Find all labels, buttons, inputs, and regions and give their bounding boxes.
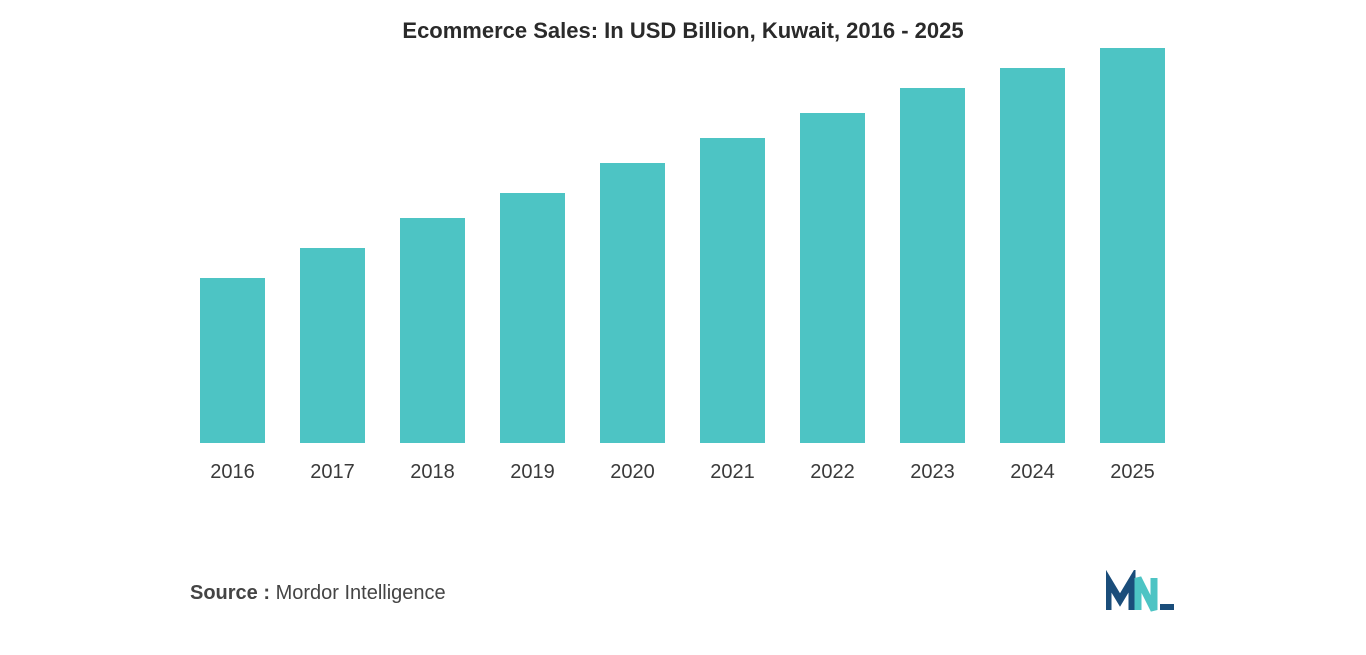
bar-label: 2016 <box>210 461 255 484</box>
bar-label: 2017 <box>310 461 355 484</box>
bar-group: 2024 <box>1000 68 1065 484</box>
bar-group: 2019 <box>500 193 565 484</box>
bar-label: 2023 <box>910 461 955 484</box>
bar-group: 2016 <box>200 278 265 484</box>
bar-group: 2025 <box>1100 48 1165 484</box>
bar-label: 2024 <box>1010 461 1055 484</box>
bar <box>800 113 865 443</box>
bar <box>600 163 665 443</box>
bars-container: 2016 2017 2018 2019 2020 2021 2022 2023 2024 2025 <box>200 84 1200 484</box>
chart-title: Ecommerce Sales: In USD Billion, Kuwait,… <box>0 0 1366 44</box>
bar <box>1100 48 1165 443</box>
chart-area: 2016 2017 2018 2019 2020 2021 2022 2023 2024 2025 <box>200 84 1200 484</box>
bar <box>400 218 465 443</box>
bar-group: 2017 <box>300 248 365 484</box>
bar-group: 2023 <box>900 88 965 484</box>
bar <box>900 88 965 443</box>
bar <box>1000 68 1065 443</box>
bar-label: 2019 <box>510 461 555 484</box>
source-line: Source : Mordor Intelligence <box>190 582 446 605</box>
bar <box>700 138 765 443</box>
bar-group: 2022 <box>800 113 865 484</box>
bar-group: 2020 <box>600 163 665 484</box>
bar-label: 2021 <box>710 461 755 484</box>
bar-group: 2021 <box>700 138 765 484</box>
bar <box>500 193 565 443</box>
source-value: Mordor Intelligence <box>270 582 446 604</box>
mordor-logo <box>1106 570 1176 615</box>
bar-label: 2018 <box>410 461 455 484</box>
logo-icon <box>1106 570 1176 615</box>
bar-label: 2020 <box>610 461 655 484</box>
bar <box>200 278 265 443</box>
source-label: Source : <box>190 582 270 604</box>
bar-group: 2018 <box>400 218 465 484</box>
bar-label: 2025 <box>1110 461 1155 484</box>
bar <box>300 248 365 443</box>
bar-label: 2022 <box>810 461 855 484</box>
